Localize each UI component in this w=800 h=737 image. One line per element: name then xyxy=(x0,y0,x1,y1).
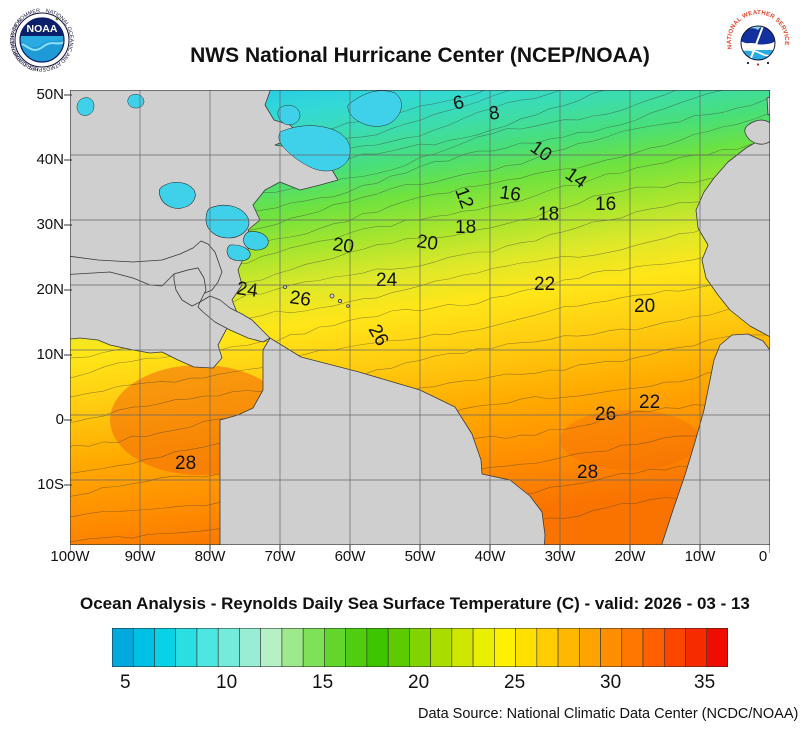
svg-text:16: 16 xyxy=(498,182,522,206)
svg-text:22: 22 xyxy=(534,274,555,295)
svg-text:18: 18 xyxy=(538,204,559,225)
svg-text:20: 20 xyxy=(331,234,355,258)
svg-text:24: 24 xyxy=(376,270,398,291)
svg-text:22: 22 xyxy=(639,392,660,413)
svg-text:20: 20 xyxy=(634,296,655,317)
svg-text:20: 20 xyxy=(415,231,439,255)
svg-text:16: 16 xyxy=(595,194,616,215)
svg-text:26: 26 xyxy=(288,287,312,311)
svg-text:NOAA: NOAA xyxy=(27,23,58,35)
svg-text:26: 26 xyxy=(595,404,616,425)
svg-text:24: 24 xyxy=(235,278,259,302)
svg-text:28: 28 xyxy=(175,453,196,474)
